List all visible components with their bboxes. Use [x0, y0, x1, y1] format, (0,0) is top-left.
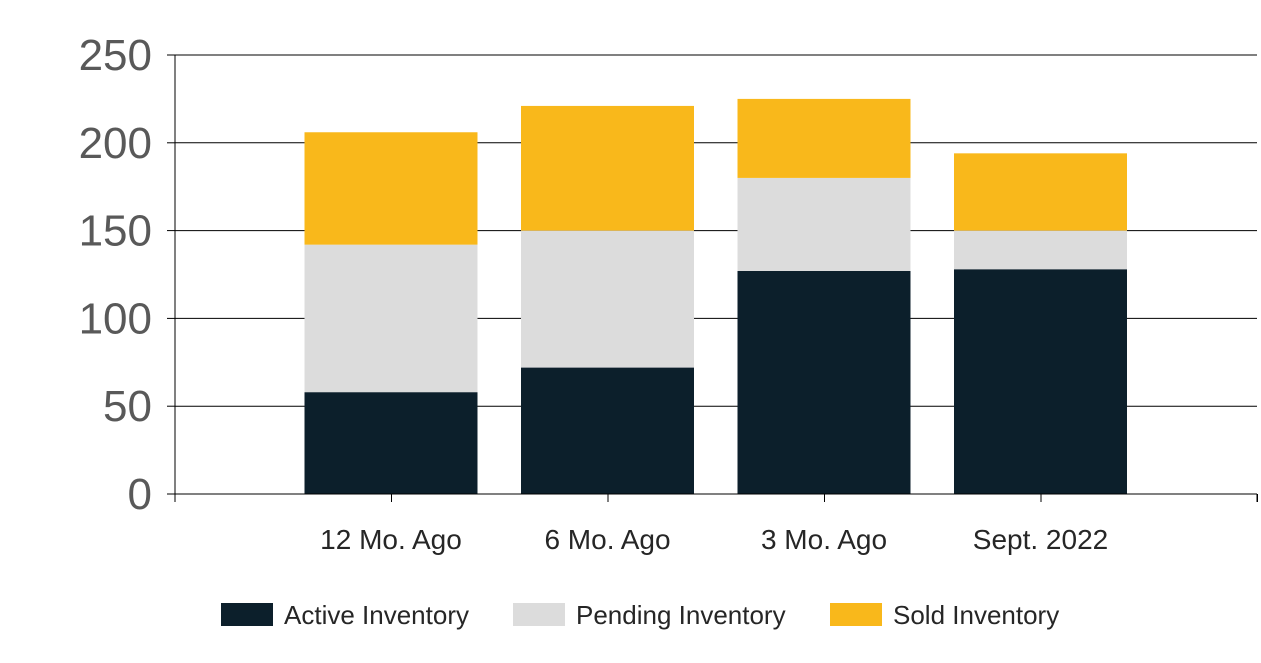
y-tick-label: 100: [79, 294, 152, 343]
legend-swatch: [830, 603, 882, 626]
legend-item: Active Inventory: [221, 600, 469, 630]
y-tick-label: 200: [79, 119, 152, 168]
bar-segment: [304, 132, 478, 245]
bar-segment: [737, 270, 911, 494]
bars: [304, 98, 1127, 494]
bar-segment: [304, 244, 478, 393]
bar-segment: [954, 153, 1127, 231]
y-tick-label: 50: [103, 382, 152, 431]
legend-label: Sold Inventory: [893, 600, 1059, 630]
legend-item: Sold Inventory: [830, 600, 1059, 630]
x-tick-label: 3 Mo. Ago: [761, 524, 887, 555]
bar-segment: [737, 98, 911, 178]
bar-segment: [521, 105, 694, 231]
bar-segment: [521, 367, 694, 494]
legend-label: Active Inventory: [284, 600, 469, 630]
legend-swatch: [513, 603, 565, 626]
bar-segment: [304, 392, 478, 494]
legend-swatch: [221, 603, 273, 626]
axes: [174, 55, 1258, 502]
legend: Active Inventory Pending Inventory Sold In…: [221, 600, 1059, 630]
x-tick-label: 12 Mo. Ago: [320, 524, 462, 555]
legend-item: Pending Inventory: [513, 600, 786, 630]
y-tick-label: 0: [128, 470, 152, 519]
y-axis-ticks: 0 50 100 150 200 250: [79, 31, 175, 519]
x-tick-label: 6 Mo. Ago: [544, 524, 670, 555]
y-tick-label: 150: [79, 207, 152, 256]
legend-label: Pending Inventory: [576, 600, 786, 630]
y-tick-label: 250: [79, 31, 152, 80]
x-axis-ticks: 12 Mo. Ago 6 Mo. Ago 3 Mo. Ago Sept. 2022: [320, 524, 1108, 555]
x-tick-label: Sept. 2022: [973, 524, 1108, 555]
bar-segment: [521, 230, 694, 368]
bar-segment: [954, 230, 1127, 270]
bar-segment: [954, 269, 1127, 494]
bar-segment: [737, 177, 911, 271]
